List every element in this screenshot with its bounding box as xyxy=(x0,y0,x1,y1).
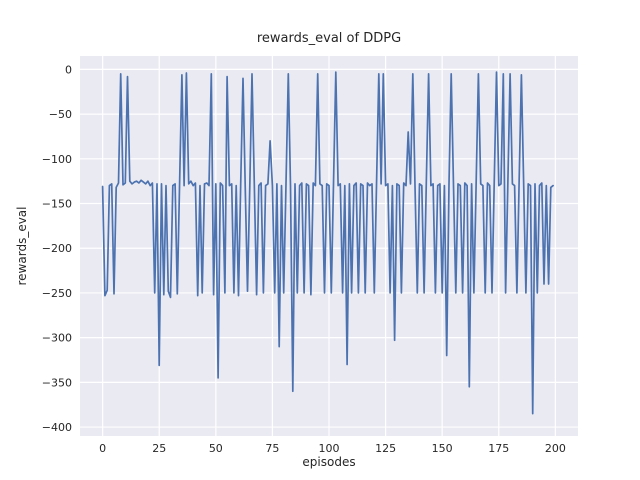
y-tick-label: −200 xyxy=(42,242,72,255)
x-tick-label: 200 xyxy=(545,442,566,455)
x-tick-label: 75 xyxy=(265,442,279,455)
x-tick-label: 0 xyxy=(99,442,106,455)
y-tick-label: −150 xyxy=(42,198,72,211)
y-tick-label: −250 xyxy=(42,287,72,300)
data-line-rewards_eval xyxy=(101,71,554,415)
x-tick-label: 125 xyxy=(375,442,396,455)
chart-title: rewards_eval of DDPG xyxy=(256,31,402,46)
y-axis-label: rewards_eval xyxy=(15,206,29,286)
y-tick-label: 0 xyxy=(65,63,72,76)
x-tick-label: 100 xyxy=(319,442,340,455)
y-tick-label: −350 xyxy=(42,376,72,389)
x-tick-label: 175 xyxy=(488,442,509,455)
y-tick-label: −100 xyxy=(42,153,72,166)
y-tick-label: −50 xyxy=(49,108,72,121)
x-tick-label: 150 xyxy=(432,442,453,455)
y-tick-label: −300 xyxy=(42,332,72,345)
x-tick-label: 25 xyxy=(152,442,166,455)
y-tick-label: −400 xyxy=(42,421,72,434)
x-axis-label: episodes xyxy=(302,455,356,469)
x-tick-label: 50 xyxy=(209,442,223,455)
